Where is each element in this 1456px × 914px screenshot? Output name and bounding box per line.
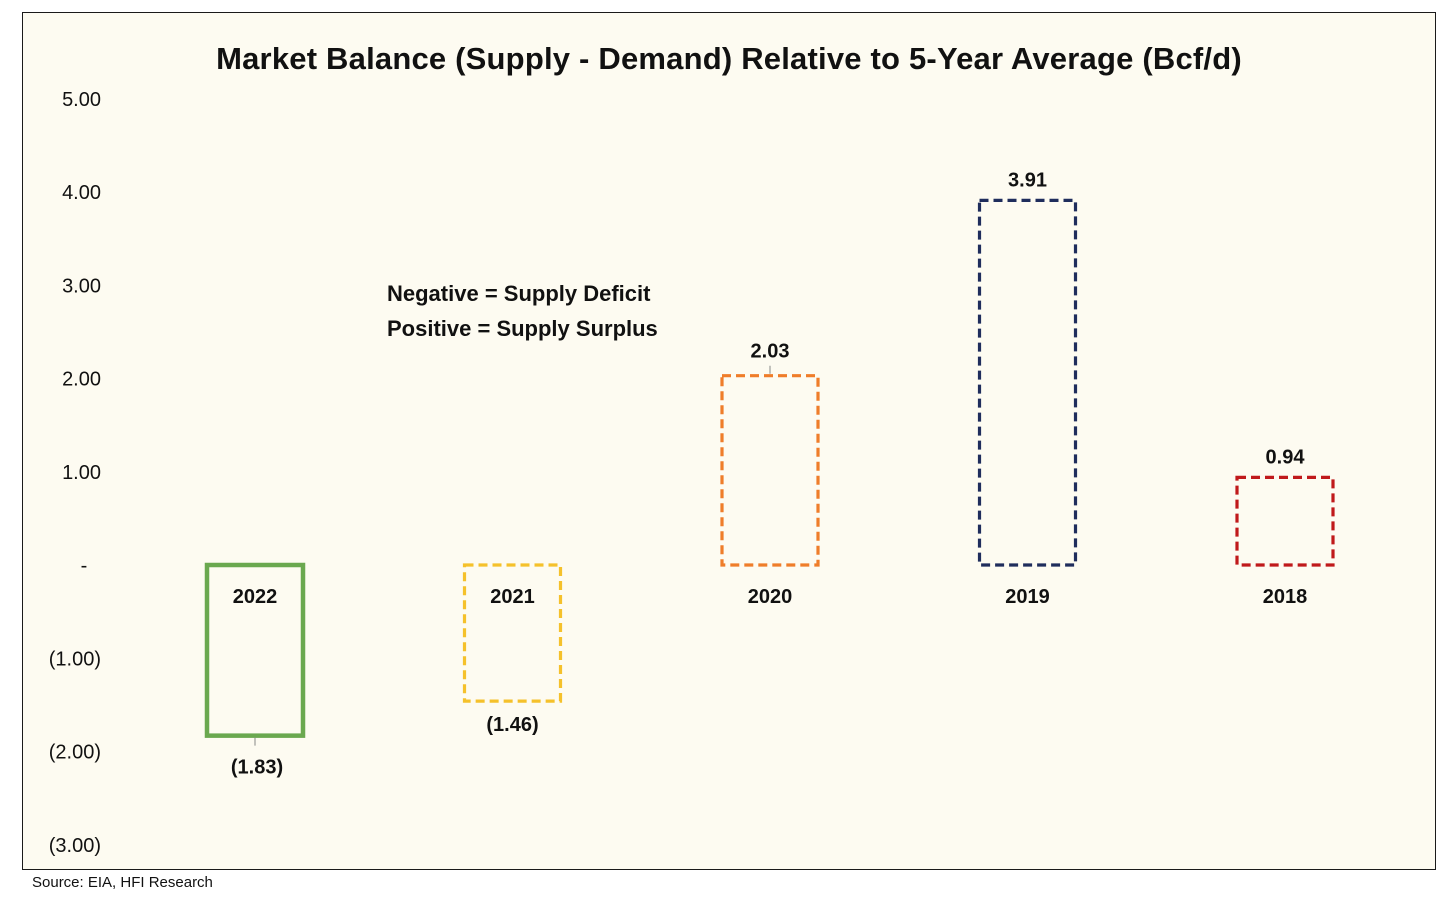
y-tick-label: 4.00 <box>62 182 101 204</box>
data-label-2022: (1.83) <box>231 757 283 779</box>
y-tick-label: 1.00 <box>62 462 101 484</box>
category-label-2020: 2020 <box>748 586 793 608</box>
category-label-2022: 2022 <box>233 586 278 608</box>
bar-2021 <box>462 563 563 703</box>
chart-frame: Market Balance (Supply - Demand) Relativ… <box>22 12 1436 870</box>
data-label-2020: 2.03 <box>751 341 790 363</box>
y-tick-label: - <box>81 555 88 577</box>
y-tick-label: (1.00) <box>49 648 101 670</box>
bar-2018 <box>1235 475 1335 567</box>
annotation-negative: Negative = Supply Deficit <box>387 281 651 306</box>
category-label-2019: 2019 <box>1005 586 1050 608</box>
chart-title: Market Balance (Supply - Demand) Relativ… <box>216 41 1242 76</box>
data-label-2018: 0.94 <box>1266 446 1306 468</box>
annotation-positive: Positive = Supply Surplus <box>387 316 658 341</box>
y-tick-label: (3.00) <box>49 835 101 857</box>
y-tick-label: 2.00 <box>62 369 101 391</box>
bar-2022 <box>204 562 306 738</box>
bar-2019 <box>977 198 1078 567</box>
data-label-2021: (1.46) <box>486 714 538 736</box>
data-label-2019: 3.91 <box>1008 169 1047 191</box>
source-note: Source: EIA, HFI Research <box>32 874 213 891</box>
y-tick-label: 5.00 <box>62 89 101 111</box>
y-tick-label: 3.00 <box>62 275 101 297</box>
category-label-2021: 2021 <box>490 586 535 608</box>
category-label-2018: 2018 <box>1263 586 1308 608</box>
y-tick-label: (2.00) <box>49 742 101 764</box>
bar-2020 <box>720 374 820 567</box>
